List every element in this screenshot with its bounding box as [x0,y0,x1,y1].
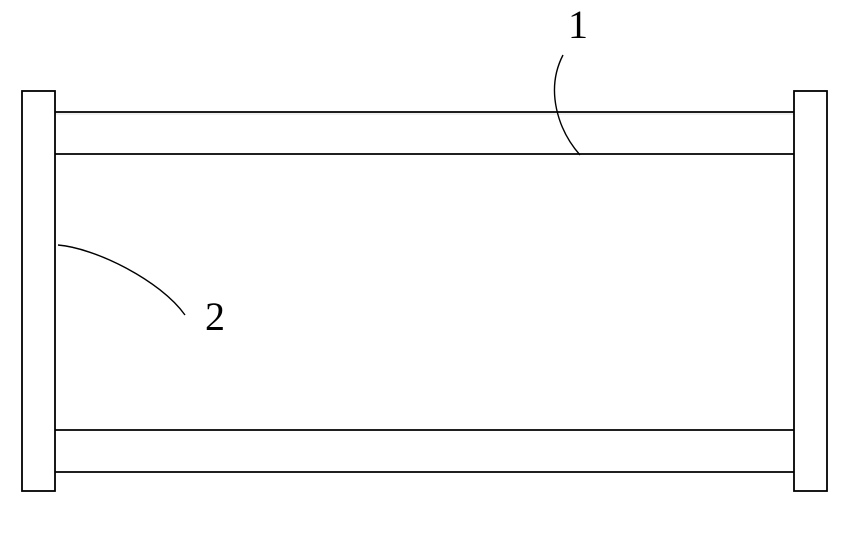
right-flange [794,91,827,491]
label-two: 2 [205,294,225,339]
label-one: 1 [568,2,588,47]
left-flange [22,91,55,491]
diagram-figure: 12 [0,0,848,536]
